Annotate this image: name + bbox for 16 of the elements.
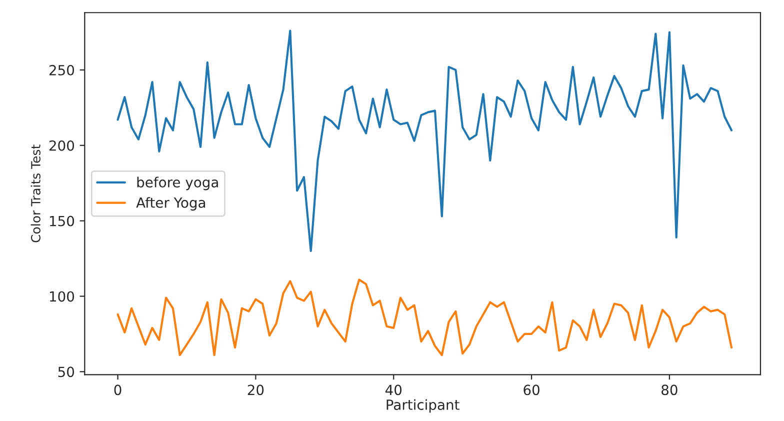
legend-label: After Yoga (136, 197, 206, 211)
x-tick-label: 20 (248, 384, 264, 396)
y-tick-label: 250 (49, 64, 74, 76)
y-axis-title: Color Traits Test (30, 144, 40, 242)
y-tick-label: 200 (49, 140, 74, 151)
x-tick-label: 80 (662, 384, 678, 396)
legend-label: before yoga (137, 176, 218, 190)
line-series (116, 30, 733, 252)
y-tick-label: 150 (50, 216, 74, 226)
x-tick-label: 0 (114, 384, 122, 396)
line-series (116, 278, 733, 356)
y-tick-label: 50 (58, 366, 74, 378)
x-tick-label: 60 (524, 384, 540, 396)
x-axis-title: Participant (386, 399, 460, 413)
x-tick-label: 40 (385, 384, 402, 396)
y-tick-label: 100 (50, 291, 74, 302)
